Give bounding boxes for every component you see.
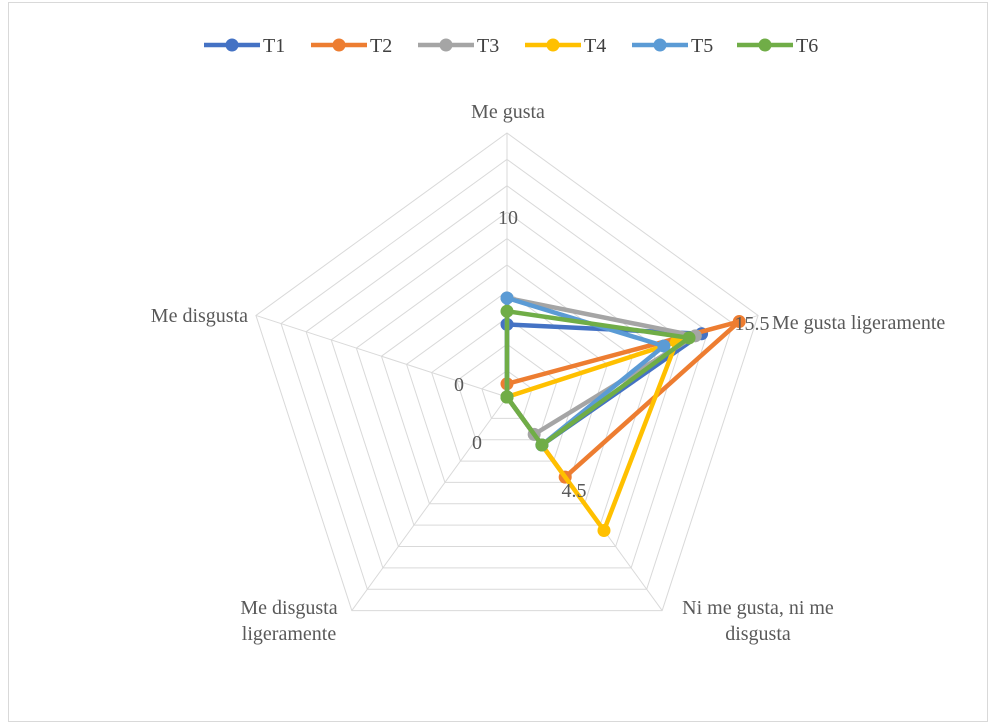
legend-item-T6: T6 — [737, 35, 818, 57]
grid-ring — [280, 158, 734, 590]
data-point — [732, 315, 746, 329]
radar-series — [500, 291, 746, 537]
data-point — [597, 523, 611, 537]
series-line — [504, 339, 679, 533]
data-point — [657, 339, 671, 353]
tick-label: 0 — [472, 432, 482, 454]
category-label: Me disgusta — [240, 597, 337, 619]
grid-ring — [431, 317, 583, 462]
legend-item-T1: T1 — [204, 35, 285, 57]
category-label: Ni me gusta, ni me — [682, 597, 834, 619]
legend-label: T1 — [263, 35, 285, 57]
tick-label: 0 — [454, 374, 464, 396]
legend-item-T2: T2 — [311, 35, 392, 57]
series-T6 — [500, 304, 696, 452]
chart-area — [8, 2, 988, 722]
legend-marker — [546, 38, 560, 52]
legend-label: T2 — [370, 35, 392, 57]
legend-marker — [439, 38, 453, 52]
grid-ring — [380, 264, 634, 505]
legend-label: T3 — [477, 35, 499, 57]
legend-item-T3: T3 — [418, 35, 499, 57]
legend-item-T5: T5 — [632, 35, 713, 57]
data-point — [500, 304, 514, 318]
grid-ring — [330, 211, 684, 548]
category-label: Me disgusta — [151, 305, 248, 327]
axis-spoke — [255, 314, 508, 398]
legend: T1 T2 T3 T4 T5 T6 — [204, 35, 818, 57]
grid-ring — [255, 132, 759, 612]
legend-label: T6 — [796, 35, 818, 57]
grid-ring — [481, 369, 533, 419]
legend-marker — [225, 38, 239, 52]
data-point — [682, 331, 696, 345]
data-point — [500, 390, 514, 404]
tick-label: 4.5 — [562, 480, 587, 502]
data-point — [535, 438, 549, 452]
radar-grid — [255, 132, 759, 612]
legend-label: T4 — [584, 35, 606, 57]
legend-label: T5 — [691, 35, 713, 57]
category-labels: Me gusta Me gusta ligeramente Ni me gusta,… — [151, 101, 946, 645]
legend-marker — [653, 38, 667, 52]
legend-item-T4: T4 — [525, 35, 606, 57]
legend-marker — [332, 38, 346, 52]
grid-ring — [305, 185, 709, 569]
data-point — [500, 291, 514, 305]
tick-label: 15.5 — [735, 313, 770, 335]
grid-ring — [405, 290, 609, 483]
category-label: Me gusta ligeramente — [772, 312, 945, 334]
category-label: Me gusta — [471, 101, 545, 123]
legend-marker — [758, 38, 772, 52]
category-label: disgusta — [725, 623, 791, 645]
axis-spoke — [351, 396, 508, 611]
tick-labels: 10 15.5 0 0 4.5 — [454, 207, 770, 502]
category-label: ligeramente — [242, 623, 337, 645]
tick-label: 10 — [498, 207, 518, 229]
